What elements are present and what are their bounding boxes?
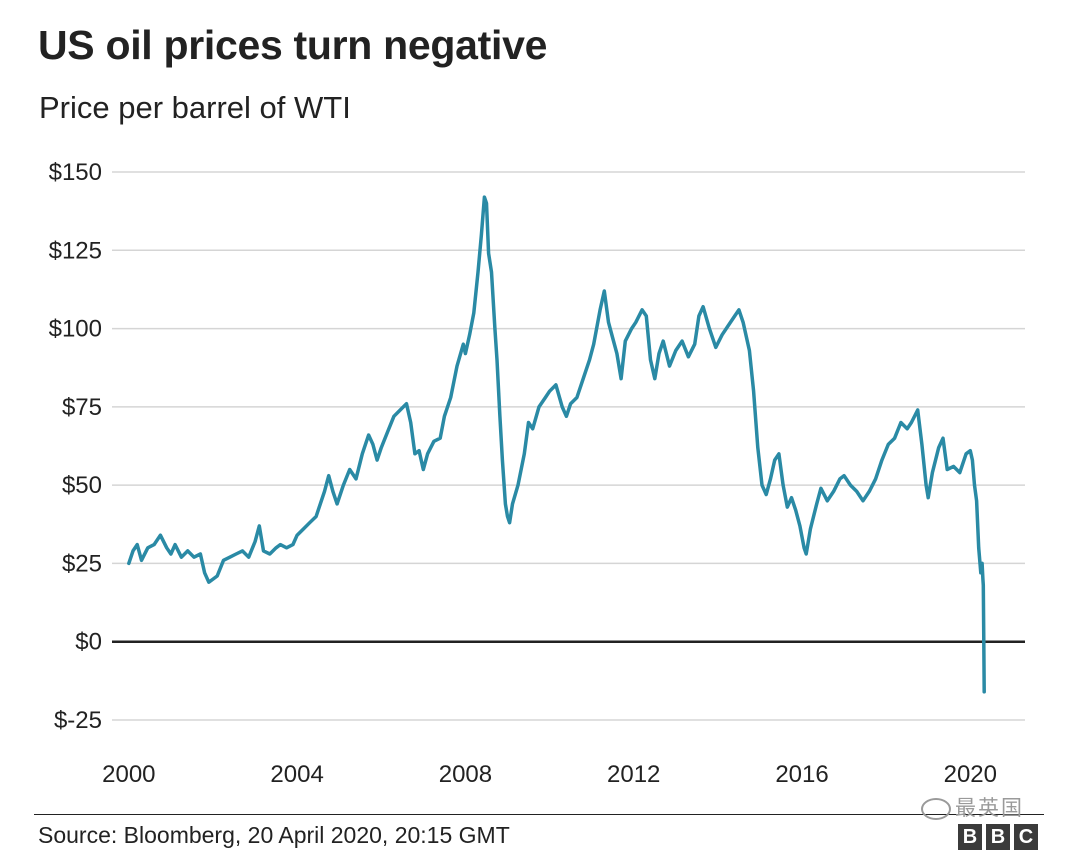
bbc-logo-letter: C [1014, 824, 1038, 850]
x-tick-label: 2008 [439, 761, 492, 788]
wechat-watermark: 最英国 [915, 792, 1055, 822]
y-tick-label: $125 [49, 237, 102, 264]
x-tick-label: 2000 [102, 761, 155, 788]
y-tick-label: $150 [49, 159, 102, 186]
footer-divider [34, 814, 1044, 815]
y-tick-label: $25 [62, 550, 102, 577]
y-tick-label: $75 [62, 394, 102, 421]
x-tick-label: 2012 [607, 761, 660, 788]
watermark-text: 最英国 [955, 797, 1024, 820]
series-layer [127, 195, 986, 694]
y-tick-label: $100 [49, 316, 102, 343]
y-tick-label: $-25 [54, 707, 102, 734]
y-tick-label: $50 [62, 472, 102, 499]
y-tick-label: $0 [75, 629, 102, 656]
chart-title: US oil prices turn negative [38, 22, 548, 68]
chat-bubble-icon [921, 798, 951, 820]
x-tick-label: 2020 [944, 761, 997, 788]
gridlines [112, 171, 1025, 721]
series-line-wti [127, 195, 986, 694]
x-tick-label: 2004 [270, 761, 323, 788]
y-axis-ticks: $150 $125 $100 $75 $50 $25 $0 $-25 [49, 159, 102, 734]
x-axis-ticks: 2000 2004 2008 2012 2016 2020 [102, 761, 997, 788]
x-tick-label: 2016 [775, 761, 828, 788]
source-note: Source: Bloomberg, 20 April 2020, 20:15 … [38, 822, 510, 848]
bbc-logo: B B C [958, 824, 1038, 850]
bbc-logo-letter: B [958, 824, 982, 850]
chart-subtitle: Price per barrel of WTI [39, 90, 351, 125]
line-chart: $150 $125 $100 $75 $50 $25 $0 $-25 2000 2004 2008… [49, 159, 1025, 788]
bbc-logo-letter: B [986, 824, 1010, 850]
